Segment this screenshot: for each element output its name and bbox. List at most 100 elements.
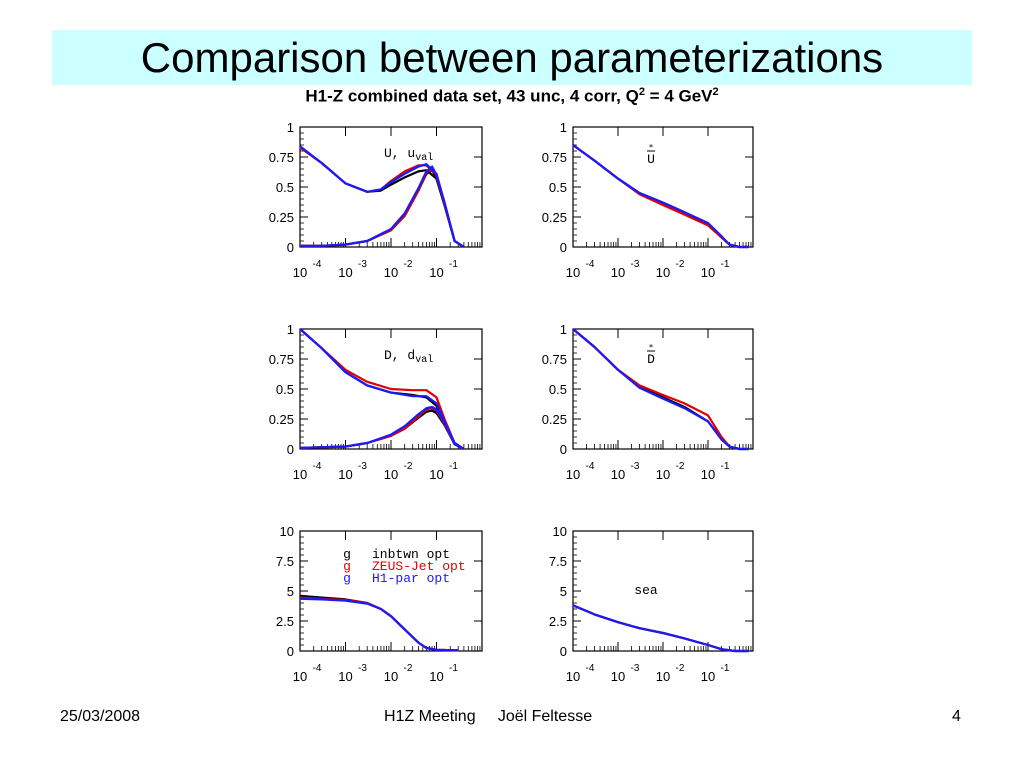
y-tick-label: 10 <box>553 524 567 539</box>
x-tick-exponent: -4 <box>313 259 322 270</box>
y-tick-label: 0 <box>560 644 567 659</box>
x-tick-exponent: -2 <box>676 461 685 472</box>
x-tick-label: 10 <box>701 265 715 280</box>
chart-panel-4: 0 0.25 0.5 0.75 1 10 -4 10 -3 10 -2 10 -1 D* <box>542 322 754 482</box>
x-tick-exponent: -1 <box>449 461 458 472</box>
panel-label: D, dval <box>384 348 433 366</box>
panel-label: U, uval <box>384 146 433 164</box>
x-tick-exponent: -1 <box>449 663 458 674</box>
panel-label-subscript: val <box>415 354 433 366</box>
x-tick-exponent: -3 <box>358 461 367 472</box>
x-tick-label: 10 <box>701 669 715 684</box>
x-tick-label: 10 <box>656 669 670 684</box>
series-line-black-1 <box>572 604 749 653</box>
x-tick-exponent: -1 <box>721 259 730 270</box>
footer-date: 25/03/2008 <box>60 708 141 725</box>
series-line-blue-1 <box>572 144 749 249</box>
y-tick-label: 1 <box>287 322 294 337</box>
x-tick-exponent: -2 <box>404 461 413 472</box>
footer-center: H1Z Meeting Joël Feltesse <box>384 708 593 725</box>
series-line-blue-1 <box>572 328 749 451</box>
legend-entry-label: inbtwn opt <box>372 547 450 562</box>
y-tick-label: 0.5 <box>276 382 294 397</box>
y-tick-label: 0.75 <box>269 150 294 165</box>
y-tick-label: 7.5 <box>549 554 567 569</box>
chart-panel-1: 0 0.25 0.5 0.75 1 10 -4 10 -3 10 -2 10 -1 U, uval <box>269 120 483 280</box>
x-tick-exponent: -2 <box>676 663 685 674</box>
x-tick-exponent: -3 <box>631 663 640 674</box>
x-tick-label: 10 <box>338 669 352 684</box>
panel-label-subscript: val <box>415 152 433 164</box>
y-tick-label: 0 <box>560 442 567 457</box>
panel-label-main: D <box>647 352 655 367</box>
series-line-black-1 <box>299 146 465 248</box>
y-tick-label: 0.75 <box>269 352 294 367</box>
x-tick-label: 10 <box>429 467 443 482</box>
x-tick-label: 10 <box>611 467 625 482</box>
subtitle-mid: = 4 GeV <box>644 86 713 106</box>
x-tick-label: 10 <box>429 669 443 684</box>
y-tick-label: 7.5 <box>276 554 294 569</box>
y-tick-label: 2.5 <box>276 614 294 629</box>
subtitle-exponent-1: 2 <box>638 86 645 98</box>
series-line-black-1 <box>572 328 749 451</box>
legend-symbol: g <box>343 559 351 574</box>
y-tick-label: 0.5 <box>549 382 567 397</box>
y-tick-label: 0.25 <box>269 210 294 225</box>
series-line-black-1 <box>572 144 749 249</box>
series-line-blue-2 <box>300 165 465 248</box>
legend-entry-label: H1-par opt <box>372 571 450 586</box>
series-line-red-2 <box>300 166 465 248</box>
subtitle-main: H1-Z combined data set, 43 unc, 4 corr, … <box>305 86 639 106</box>
series-line-blue-1 <box>299 597 459 652</box>
x-tick-exponent: -4 <box>313 663 322 674</box>
y-tick-label: 0.25 <box>542 412 567 427</box>
x-tick-label: 10 <box>293 669 307 684</box>
x-tick-label: 10 <box>384 669 398 684</box>
y-tick-label: 5 <box>560 584 567 599</box>
y-tick-label: 10 <box>280 524 294 539</box>
x-tick-exponent: -3 <box>631 461 640 472</box>
series-line-blue-2 <box>299 405 465 450</box>
panel-label-main: U, u <box>384 146 415 161</box>
footer-page-number: 4 <box>952 708 961 725</box>
series-line-red-1 <box>572 328 749 451</box>
series-line-red-1 <box>299 596 459 652</box>
series-line-red-1 <box>572 144 749 249</box>
chart-panel-3: 0 0.25 0.5 0.75 1 10 -4 10 -3 10 -2 10 -1 D, dval <box>269 322 483 482</box>
y-tick-label: 1 <box>560 120 567 135</box>
legend-symbol: g <box>343 571 351 586</box>
legend-entry-label: ZEUS-Jet opt <box>372 559 466 574</box>
x-tick-label: 10 <box>611 669 625 684</box>
x-tick-exponent: -2 <box>404 259 413 270</box>
x-tick-label: 10 <box>566 669 580 684</box>
y-tick-label: 0.75 <box>542 352 567 367</box>
x-tick-label: 10 <box>384 467 398 482</box>
y-tick-label: 0.25 <box>269 412 294 427</box>
series-line-black-1 <box>299 594 459 652</box>
x-tick-exponent: -1 <box>449 259 458 270</box>
x-tick-label: 10 <box>656 467 670 482</box>
antiquark-mark: * <box>649 143 653 152</box>
y-tick-label: 0.25 <box>542 210 567 225</box>
y-tick-label: 0 <box>287 442 294 457</box>
x-tick-label: 10 <box>429 265 443 280</box>
x-tick-label: 10 <box>293 467 307 482</box>
x-tick-exponent: -1 <box>721 663 730 674</box>
y-tick-label: 1 <box>287 120 294 135</box>
panel-label-main: sea <box>634 583 658 598</box>
panel-label-main: D, d <box>384 348 415 363</box>
x-tick-exponent: -1 <box>721 461 730 472</box>
x-tick-exponent: -4 <box>313 461 322 472</box>
series-line-blue-1 <box>299 328 465 450</box>
y-tick-label: 0 <box>287 644 294 659</box>
panel-label: sea <box>634 583 658 598</box>
slide-title: Comparison between parameterizations <box>140 34 884 81</box>
x-tick-exponent: -4 <box>586 663 595 674</box>
x-tick-exponent: -2 <box>404 663 413 674</box>
plot-frame <box>572 328 754 450</box>
x-tick-label: 10 <box>701 467 715 482</box>
x-tick-exponent: -3 <box>631 259 640 270</box>
antiquark-mark: * <box>649 343 653 352</box>
